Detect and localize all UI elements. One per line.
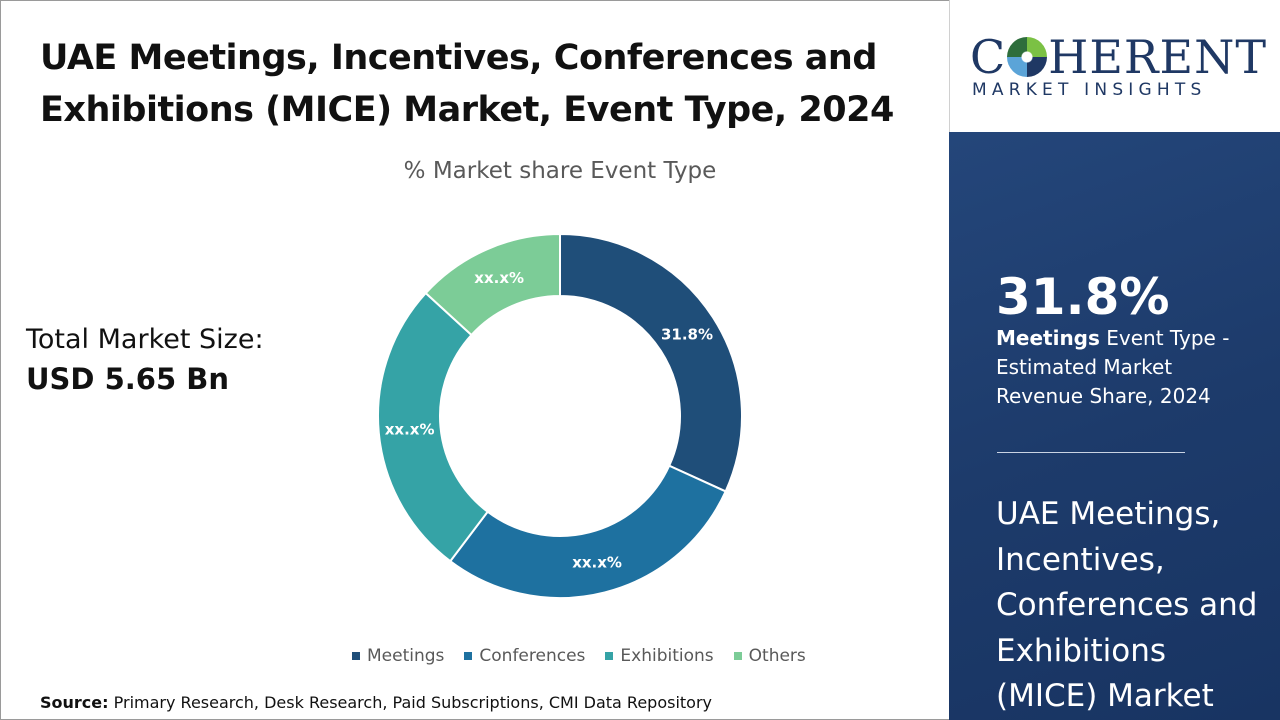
market-size-value: USD 5.65 Bn <box>26 362 229 396</box>
donut-slice-conferences <box>448 464 727 599</box>
panel-report-title: UAE Meetings, Incentives, Conferences an… <box>996 496 1258 714</box>
data-label-others: xx.x% <box>474 269 524 287</box>
logo-subtitle: MARKET INSIGHTS <box>972 80 1207 100</box>
legend-item-meetings: Meetings <box>352 645 444 667</box>
data-label-meetings: 31.8% <box>661 325 713 343</box>
legend-item-conferences: Conferences <box>464 645 585 667</box>
legend-label-others: Others <box>748 646 806 666</box>
highlight-percentage: 31.8% <box>996 268 1170 326</box>
market-size-label: Total Market Size: <box>26 324 264 355</box>
legend-swatch-meetings <box>352 652 360 660</box>
chart-title: % Market share Event Type <box>403 158 717 184</box>
panel-divider <box>997 452 1185 453</box>
legend-item-others: Others <box>733 645 806 667</box>
logo-area: C HERENT MARKET INSIGHTS <box>949 0 1280 132</box>
legend-label-conferences: Conferences <box>479 646 586 666</box>
logo-globe-icon <box>1007 37 1048 77</box>
highlight-description: Meetings Event Type - Estimated Market R… <box>996 324 1256 411</box>
donut-slice-meetings <box>559 232 743 493</box>
donut-slice-others <box>424 232 561 337</box>
donut-chart: 31.8% xx.x% xx.x% xx.x% <box>377 232 743 599</box>
donut-slice-exhibitions <box>377 291 490 563</box>
legend-label-meetings: Meetings <box>367 646 445 666</box>
logo-letters-rest: HERENT <box>1048 30 1268 84</box>
company-logo: C HERENT <box>970 30 1267 84</box>
source-text: Primary Research, Desk Research, Paid Su… <box>113 693 713 712</box>
data-label-exhibitions: xx.x% <box>385 421 435 439</box>
info-panel: 31.8% Meetings Event Type - Estimated Ma… <box>949 132 1280 720</box>
highlight-text: Event Type - Estimated Market Revenue Sh… <box>996 326 1230 408</box>
source-note: Source: Primary Research, Desk Research,… <box>40 693 712 712</box>
chart-legend: Meetings Conferences Exhibitions Others <box>352 645 806 667</box>
legend-label-exhibitions: Exhibitions <box>620 646 714 666</box>
legend-item-exhibitions: Exhibitions <box>605 645 714 667</box>
highlight-segment: Meetings <box>996 326 1100 350</box>
logo-letter-c: C <box>970 30 1007 84</box>
page-title: UAE Meetings, Incentives, Conferences an… <box>40 38 894 130</box>
legend-swatch-exhibitions <box>605 652 614 660</box>
legend-swatch-conferences <box>464 652 473 660</box>
legend-swatch-others <box>733 652 742 660</box>
source-label: Source: <box>40 693 109 712</box>
data-label-conferences: xx.x% <box>572 553 622 571</box>
